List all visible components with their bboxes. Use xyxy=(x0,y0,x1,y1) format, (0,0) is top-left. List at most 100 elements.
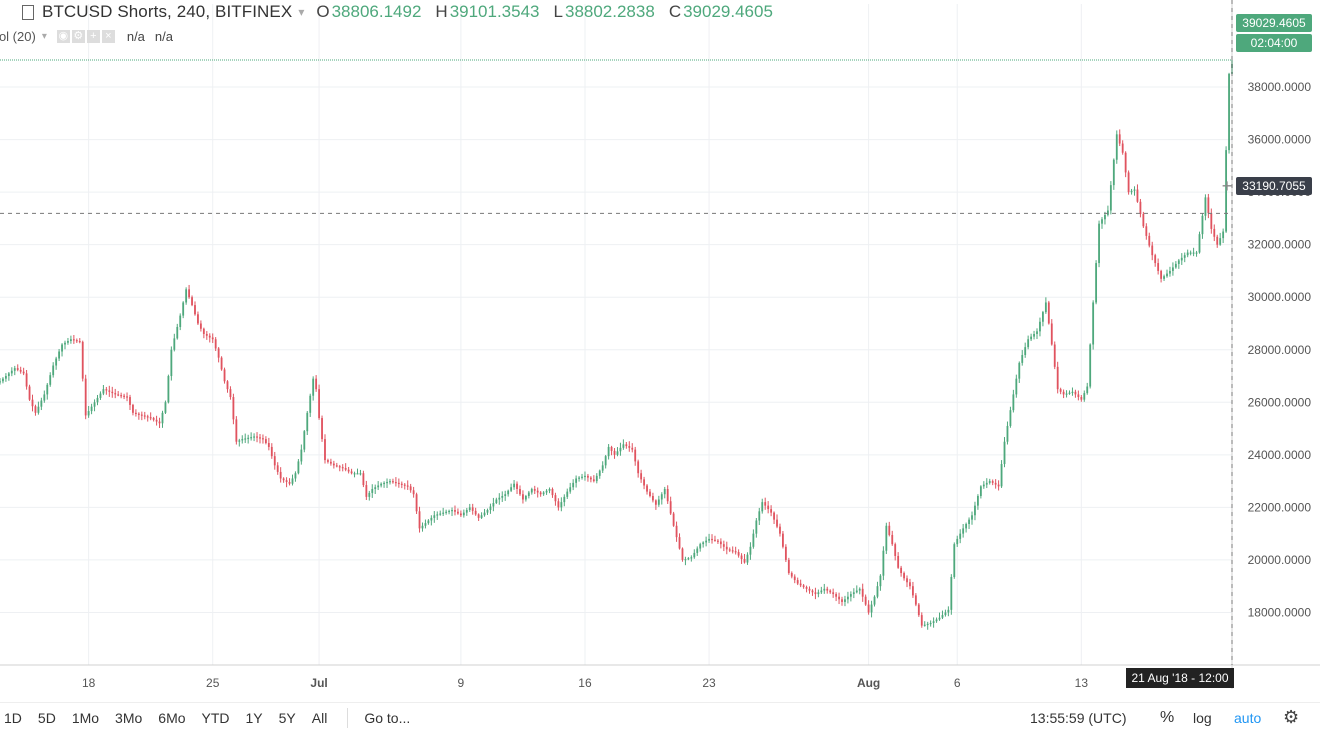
range-button-all[interactable]: All xyxy=(311,709,328,726)
candle-body xyxy=(1145,226,1148,236)
range-button-5d[interactable]: 5D xyxy=(37,709,56,726)
candle-body xyxy=(985,482,988,485)
candle-body xyxy=(386,481,388,484)
y-tick-label: 22000.0000 xyxy=(1248,500,1312,514)
range-button-1d[interactable]: 1D xyxy=(4,709,22,726)
candle-body xyxy=(72,339,75,341)
chevron-down-icon[interactable]: ▾ xyxy=(41,30,47,42)
candle-body xyxy=(276,465,279,472)
candle-body xyxy=(223,369,226,382)
candle-body xyxy=(96,397,99,403)
candle-body xyxy=(770,509,773,513)
candle-body xyxy=(616,451,619,455)
candle-body xyxy=(309,395,312,413)
candlestick-chart[interactable]: 18000.0000 20000.0000 22000.0000 24000.0000… xyxy=(0,0,1320,702)
candle-body xyxy=(714,539,716,541)
candle-body xyxy=(489,506,492,511)
candle-body xyxy=(262,438,264,440)
candle-body xyxy=(1030,336,1033,340)
candle-body xyxy=(516,483,518,489)
candle-body xyxy=(129,397,131,405)
candle-body xyxy=(123,395,126,397)
volume-indicator-label[interactable]: Vol (20) xyxy=(0,28,36,44)
candle-body xyxy=(699,544,702,549)
candle-body xyxy=(312,378,315,396)
candle-body xyxy=(380,483,383,486)
candle-body xyxy=(1115,134,1118,160)
candle-body xyxy=(557,501,560,508)
range-button-1mo[interactable]: 1Mo xyxy=(71,709,100,726)
range-button-3mo[interactable]: 3Mo xyxy=(115,709,143,726)
candle-body xyxy=(383,482,385,485)
candle-body xyxy=(1106,210,1109,215)
chevron-down-icon[interactable]: ▾ xyxy=(298,5,305,19)
candle-body xyxy=(740,555,743,560)
volume-value: n/a xyxy=(126,28,145,44)
utc-clock[interactable]: 13:55:59 (UTC) xyxy=(1030,709,1127,726)
candle-body xyxy=(1074,391,1077,395)
auto-toggle[interactable]: auto xyxy=(1234,709,1262,726)
candle-body xyxy=(613,450,616,455)
symbol-title[interactable]: BTCUSD Shorts, 240, BITFINEX xyxy=(42,2,293,21)
candle-body xyxy=(722,544,725,547)
candle-body xyxy=(0,381,1,383)
candle-body xyxy=(977,495,979,506)
crosshair-plus-icon[interactable]: + xyxy=(1221,176,1233,196)
candle-body xyxy=(480,515,483,518)
candle-body xyxy=(155,419,158,422)
log-toggle[interactable]: log xyxy=(1193,709,1212,726)
range-button-5y[interactable]: 5Y xyxy=(278,709,296,726)
candle-body xyxy=(1036,331,1038,334)
x-tick-label: 18 xyxy=(82,676,96,690)
candle-body xyxy=(433,515,436,518)
candle-body xyxy=(971,515,973,520)
candle-body xyxy=(1195,252,1198,254)
candle-body xyxy=(368,492,371,497)
plus-icon[interactable]: + xyxy=(86,29,100,43)
range-button-1y[interactable]: 1Y xyxy=(245,709,263,726)
eye-icon[interactable]: ◉ xyxy=(56,29,70,43)
range-button-6mo[interactable]: 6Mo xyxy=(158,709,186,726)
candle-body xyxy=(188,289,190,298)
divider xyxy=(347,707,349,728)
gear-icon[interactable]: ⚙ xyxy=(71,29,85,43)
x-tick-label: Jul xyxy=(310,676,327,690)
candle-body xyxy=(40,400,43,407)
candle-body xyxy=(894,544,897,556)
gear-icon[interactable]: ⚙ xyxy=(1283,707,1300,727)
candle-body xyxy=(947,609,950,613)
range-button-ytd[interactable]: YTD xyxy=(201,709,230,726)
candle-body xyxy=(43,394,46,401)
candle-body xyxy=(527,492,530,496)
candle-body xyxy=(37,406,40,413)
candle-body xyxy=(134,412,137,415)
candle-body xyxy=(634,449,637,462)
candle-body xyxy=(1003,441,1006,465)
candle-body xyxy=(950,576,953,610)
candle-body xyxy=(649,491,651,496)
candle-body xyxy=(882,550,885,576)
candle-body xyxy=(965,524,968,529)
candle-body xyxy=(1044,302,1047,313)
candle-body xyxy=(805,587,808,589)
candle-body xyxy=(1056,366,1059,390)
last-price-tag: 39029.4605 xyxy=(1236,14,1312,32)
candle-body xyxy=(1142,214,1145,227)
goto-button[interactable]: Go to... xyxy=(364,709,411,726)
crosshair-date-tag: 21 Aug '18 - 12:00 xyxy=(1126,668,1234,688)
candle-body xyxy=(906,578,908,583)
x-tick-label: 25 xyxy=(206,676,220,690)
y-tick-label: 30000.0000 xyxy=(1248,290,1312,304)
candle-body xyxy=(991,481,994,483)
candle-body xyxy=(693,552,696,558)
candle-body xyxy=(841,599,843,602)
candle-body xyxy=(359,473,362,475)
candle-body xyxy=(327,460,329,462)
flag-icon[interactable] xyxy=(22,4,34,20)
close-icon[interactable]: × xyxy=(101,29,115,43)
percent-toggle[interactable]: % xyxy=(1160,708,1175,726)
candle-body xyxy=(25,373,28,387)
candle-body xyxy=(832,592,835,595)
x-tick-label: Aug xyxy=(857,676,880,690)
candle-body xyxy=(140,414,143,416)
